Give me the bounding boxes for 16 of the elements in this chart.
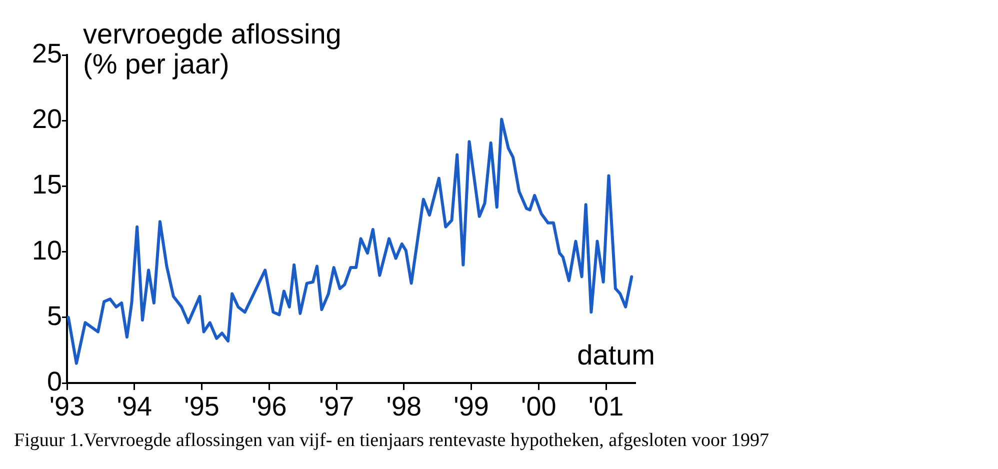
y-tick-label: 15 [32,170,62,200]
x-tick-label: '98 [386,392,422,422]
x-tick-label: '96 [252,392,287,422]
x-tick-label: '99 [454,392,489,422]
y-tick-label: 20 [32,104,62,134]
x-tick-label: '94 [116,392,152,422]
text: Figuur 1.Vervroegde aflossingen van vijf- en tienjaars rentevaste hypotheken, afgesloten voor 1997 [14,430,770,452]
x-tick-label: '01 [588,392,624,422]
x-tick-label: '95 [184,392,220,422]
y-tick-label: 5 [46,300,62,331]
y-tick-label: 10 [32,235,62,266]
x-tick-label: '97 [318,392,354,422]
y-axis-title: vervroegde aflossing (% per jaar) [83,18,342,80]
x-tick-label: '00 [521,392,556,422]
y-tick-label: 25 [32,38,62,68]
x-axis-title: datum [577,340,655,371]
